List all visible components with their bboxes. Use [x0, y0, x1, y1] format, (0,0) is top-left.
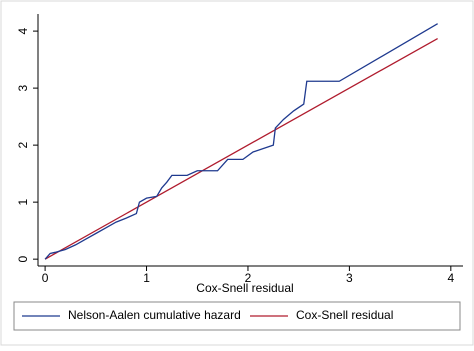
x-tick-label: 3 [346, 271, 353, 285]
y-tick-label: 1 [16, 198, 30, 205]
y-tick-label: 2 [16, 141, 30, 148]
y-tick-label: 3 [16, 84, 30, 91]
x-tick-label: 4 [447, 271, 454, 285]
legend-label: Nelson-Aalen cumulative hazard [68, 308, 241, 322]
x-tick-label: 1 [143, 271, 150, 285]
legend-box [13, 301, 461, 331]
legend-label: Cox-Snell residual [296, 308, 393, 322]
x-tick-label: 0 [42, 271, 49, 285]
x-tick-label: 2 [245, 271, 252, 285]
y-tick-label: 4 [16, 27, 30, 34]
series-line [44, 37, 438, 260]
x-axis-label: Cox-Snell residual [196, 281, 293, 295]
series-line [44, 23, 438, 260]
y-tick-label: 0 [16, 256, 30, 263]
